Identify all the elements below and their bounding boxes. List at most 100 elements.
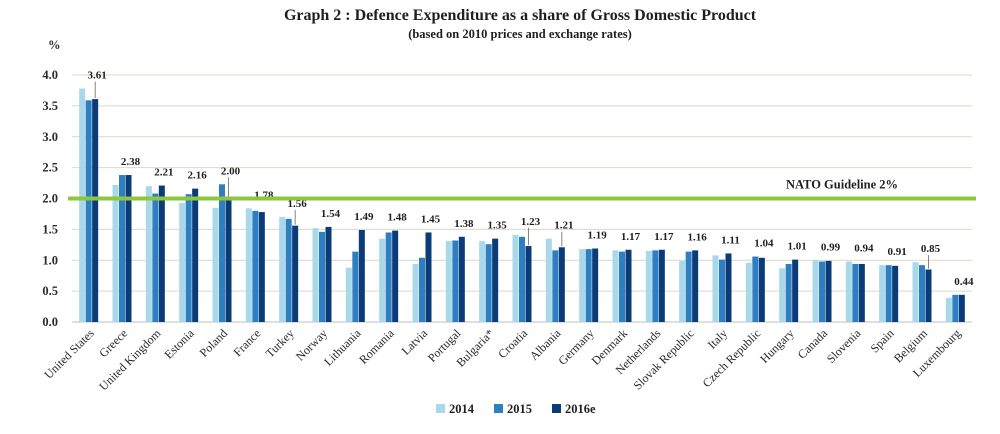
x-tick-label: United States: [41, 326, 97, 382]
bar-2015: [519, 236, 525, 322]
data-label: 1.17: [654, 231, 674, 243]
bar-2016e: [825, 260, 832, 322]
bar-2015: [352, 251, 359, 322]
bar-2016e: [458, 236, 465, 322]
bar-2015: [619, 251, 625, 322]
bar-2016e: [692, 250, 699, 322]
data-label: 1.54: [321, 208, 341, 220]
bar-2016e: [592, 248, 599, 322]
x-tick-label: Germany: [555, 326, 596, 367]
data-label: 1.23: [521, 216, 541, 228]
bar-2014: [312, 228, 319, 322]
bar-2015: [452, 240, 459, 322]
bar-2014: [412, 263, 419, 322]
x-tick-label: Spain: [868, 326, 897, 355]
y-tick-label: 0.5: [42, 284, 58, 298]
x-tick-label: Turkey: [263, 326, 297, 360]
bar-2015: [585, 249, 592, 322]
bar-2015: [952, 294, 959, 322]
bar-2014: [779, 268, 786, 322]
data-label: 3.61: [88, 70, 107, 82]
bar-2015: [219, 184, 225, 322]
bar-2015: [285, 218, 292, 322]
bar-2015: [85, 100, 92, 322]
bar-2016e: [925, 269, 932, 322]
data-label: 1.38: [454, 218, 474, 230]
bar-2014: [545, 238, 552, 322]
bar-2015: [385, 232, 392, 322]
x-tick-label: Lithuania: [321, 326, 364, 369]
data-label: 1.21: [554, 220, 573, 232]
bar-2014: [345, 267, 352, 322]
bar-2014: [479, 241, 486, 322]
bar-2014: [945, 297, 952, 322]
y-tick-label: 2.0: [42, 192, 58, 206]
bar-2015: [119, 175, 125, 322]
bar-2016e: [225, 198, 232, 322]
bar-2016e: [725, 253, 732, 322]
bar-2016e: [125, 175, 132, 322]
data-label: 0.99: [821, 241, 841, 253]
x-tick-label: Poland: [197, 326, 230, 359]
bar-2016e: [158, 185, 165, 322]
bar-2016e: [758, 257, 765, 322]
legend-swatch-2015: [494, 404, 503, 413]
bar-2015: [485, 244, 492, 322]
bar-2014: [612, 250, 619, 322]
bar-2015: [185, 194, 192, 322]
y-tick-label: 3.5: [42, 99, 58, 113]
bar-2014: [245, 208, 252, 322]
bar-2014: [179, 202, 186, 322]
x-tick-label: Croatia: [495, 326, 530, 361]
bar-2016e: [258, 212, 265, 322]
bar-2016e: [325, 226, 332, 322]
x-tick-label: France: [230, 326, 263, 359]
bar-2016e: [558, 247, 565, 322]
data-label: 1.01: [788, 241, 807, 253]
x-tick-label: Italy: [705, 326, 730, 351]
data-label: 1.48: [388, 212, 408, 224]
data-label: 1.16: [688, 231, 708, 243]
bar-2014: [712, 255, 719, 322]
bar-2016e: [958, 294, 965, 322]
bar-2015: [152, 193, 159, 322]
data-label: 2.16: [188, 170, 208, 182]
x-tick-label: Hungary: [757, 326, 797, 366]
data-label: 1.19: [588, 230, 608, 242]
data-label: 1.35: [488, 220, 508, 232]
chart-subtitle: (based on 2010 prices and exchange rates…: [408, 27, 632, 41]
x-tick-label: Estonia: [161, 326, 197, 362]
data-label: 1.49: [354, 211, 374, 223]
legend: 2014 2015 2016e: [436, 402, 596, 416]
y-axis-label: %: [48, 38, 61, 52]
x-tick-label: Slovenia: [824, 326, 864, 366]
legend-swatch-2014: [436, 404, 445, 413]
data-labels: 3.612.382.21 2.16 2.001.781.561.54 1.49 1.48…: [88, 70, 974, 288]
bar-2014: [812, 260, 819, 322]
data-label: 1.17: [621, 231, 641, 243]
chart-title: Graph 2 : Defence Expenditure as a share…: [284, 7, 757, 24]
data-label: 0.85: [921, 243, 941, 255]
bar-2016e: [658, 249, 665, 322]
bar-2015: [319, 231, 325, 322]
y-tick-label: 1.0: [42, 253, 58, 267]
bar-2015: [719, 259, 725, 322]
bar-2016e: [625, 249, 632, 322]
y-tick-label: 1.5: [42, 222, 58, 236]
bar-2016e: [292, 225, 299, 322]
bar-2015: [819, 261, 825, 322]
data-label: 1.04: [754, 238, 774, 250]
bar-2014: [212, 207, 219, 322]
x-tick-label: Romania: [356, 326, 397, 367]
bar-2016e: [358, 229, 365, 322]
bar-2015: [752, 256, 759, 322]
data-label: 0.94: [854, 242, 874, 254]
bar-2015: [252, 210, 259, 322]
bar-2014: [79, 88, 86, 323]
x-tick-label: Slovak Republic: [631, 326, 697, 392]
legend-label: 2016e: [565, 402, 596, 416]
y-axis-ticks: 0.0 0.5 1.0 1.5 2.0 2.5 3.0 3.5 4.0: [42, 68, 58, 329]
bar-2015: [785, 263, 792, 322]
data-label: 0.44: [954, 276, 974, 288]
